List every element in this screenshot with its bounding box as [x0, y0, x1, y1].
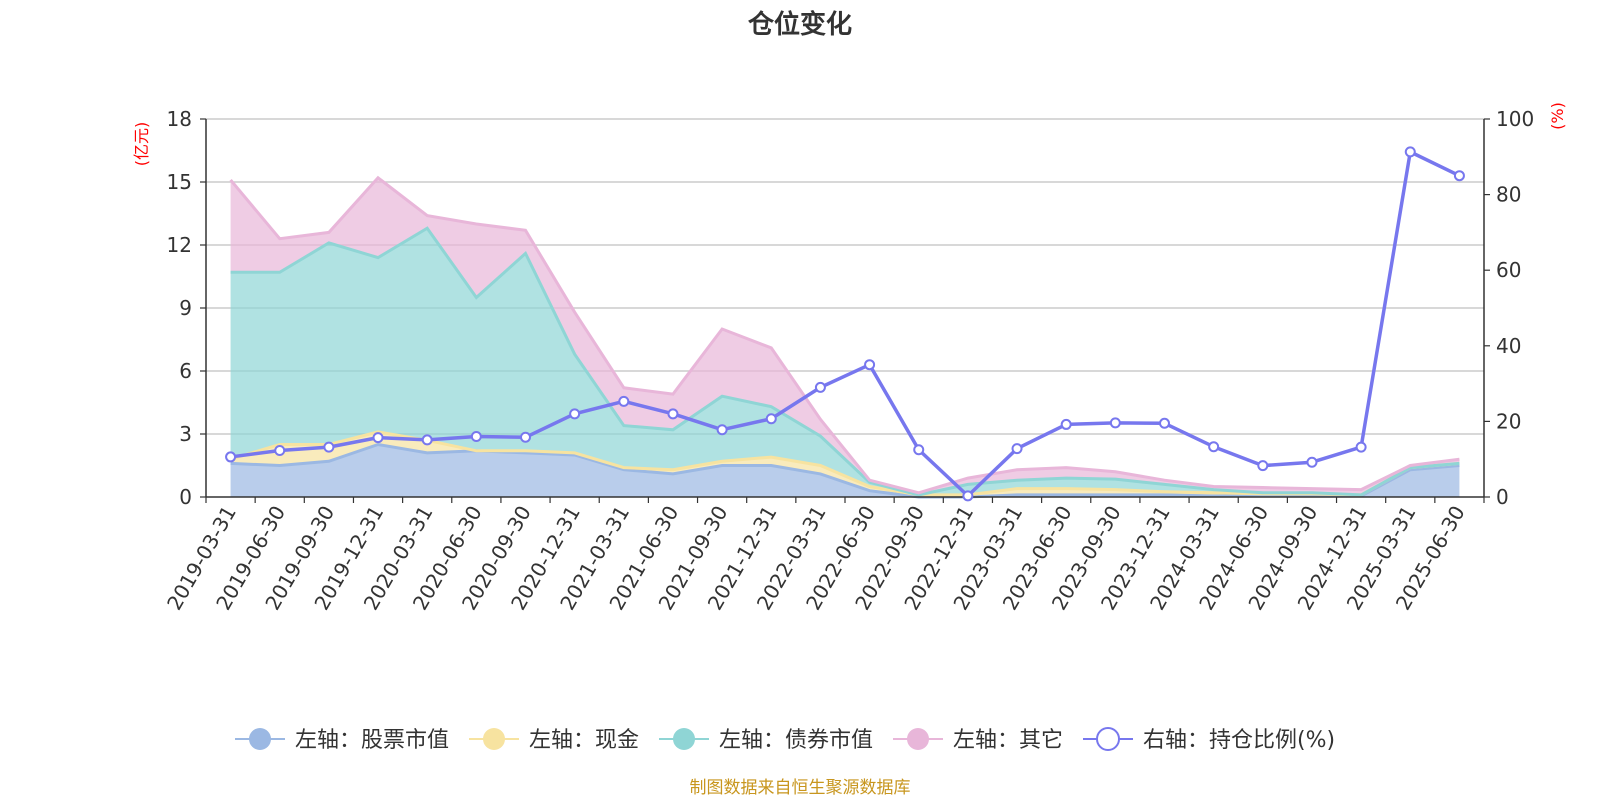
- data-source-note: 制图数据来自恒生聚源数据库: [690, 778, 911, 798]
- holding-ratio-point: [962, 490, 974, 502]
- holding-ratio-point: [864, 359, 876, 371]
- holding-ratio-point: [1306, 456, 1318, 468]
- holding-ratio-point: [470, 431, 482, 443]
- left-tick-label: 12: [167, 233, 192, 257]
- holding-ratio-polyline: [230, 150, 1461, 498]
- left-tick-label: 3: [179, 422, 192, 446]
- holding-ratio-point: [569, 408, 581, 420]
- right-tick-label: 60: [1496, 258, 1521, 282]
- area-outline-2: [230, 226, 1460, 497]
- left-tick-label: 9: [179, 296, 192, 320]
- holding-ratio-point: [421, 434, 433, 446]
- right-tick-label: 100: [1496, 107, 1534, 131]
- legend-item[interactable]: 左轴：现金: [469, 728, 639, 753]
- right-tick-label: 40: [1496, 334, 1521, 358]
- holding-ratio-point: [1109, 417, 1121, 429]
- holding-ratio-line: [225, 146, 1465, 502]
- holding-ratio-point: [1257, 460, 1269, 472]
- legend: 左轴：股票市值 左轴：现金 左轴：债券市值 左轴：其它 右轴：持仓比例(%): [235, 727, 1335, 753]
- right-tick-label: 20: [1496, 409, 1521, 433]
- legend-label: 左轴：债券市值: [719, 728, 873, 753]
- left-tick-label: 6: [179, 359, 192, 383]
- holding-ratio-point: [274, 445, 286, 457]
- holding-ratio-point: [1060, 418, 1072, 430]
- holding-ratio-point: [765, 413, 777, 425]
- area-outline-3: [229, 175, 1460, 495]
- legend-label: 左轴：现金: [529, 728, 639, 753]
- left-axis-unit: (亿元): [132, 122, 151, 167]
- area-3: [230, 177, 1460, 495]
- legend-item[interactable]: 左轴：股票市值: [235, 728, 449, 753]
- legend-item[interactable]: 左轴：债券市值: [659, 728, 873, 753]
- area-0: [230, 444, 1460, 497]
- holding-ratio-point: [913, 444, 925, 456]
- holding-ratio-point: [1011, 443, 1023, 455]
- holding-ratio-point: [1453, 170, 1465, 182]
- holding-ratio-point: [1159, 417, 1170, 429]
- legend-item[interactable]: 右轴：持仓比例(%): [1083, 727, 1335, 753]
- holding-ratio-point: [716, 424, 728, 436]
- right-tick-label: 80: [1496, 183, 1521, 207]
- holding-ratio-point: [520, 431, 531, 443]
- legend-marker: [673, 728, 695, 750]
- legend-marker: [483, 728, 505, 750]
- holding-ratio-point: [323, 441, 335, 453]
- holding-ratio-point: [1404, 146, 1416, 158]
- holding-ratio-point: [618, 395, 630, 407]
- holding-ratio-point: [1208, 441, 1220, 453]
- legend-marker: [249, 728, 271, 750]
- holding-ratio-point: [667, 408, 679, 420]
- right-tick-label: 0: [1496, 485, 1509, 509]
- right-axis-unit: (%): [1548, 102, 1567, 130]
- left-tick-label: 15: [167, 170, 192, 194]
- left-tick-label: 18: [167, 107, 192, 131]
- chart-title: 仓位变化: [747, 9, 852, 40]
- legend-item[interactable]: 左轴：其它: [893, 728, 1063, 753]
- legend-label: 右轴：持仓比例(%): [1143, 728, 1335, 753]
- holding-ratio-point: [814, 381, 826, 393]
- holding-ratio-point: [225, 451, 237, 463]
- legend-label: 左轴：股票市值: [295, 728, 449, 753]
- legend-marker: [1096, 727, 1120, 751]
- stacked-areas: [229, 175, 1460, 499]
- legend-marker: [907, 728, 929, 750]
- legend-label: 左轴：其它: [953, 728, 1063, 753]
- holding-ratio-point: [1355, 441, 1367, 453]
- area-outline-0: [230, 442, 1460, 499]
- area-2: [230, 228, 1460, 495]
- left-tick-label: 0: [179, 485, 192, 509]
- holding-ratio-point: [372, 432, 384, 444]
